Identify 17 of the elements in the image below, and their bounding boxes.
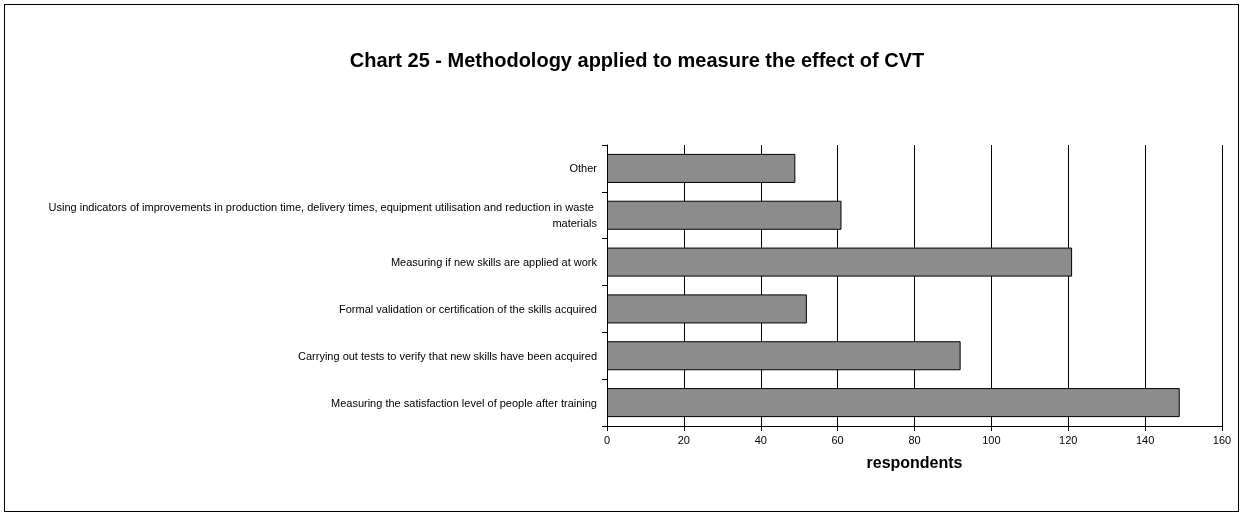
y-tick-label: Carrying out tests to verify that new skills have been acquired: [298, 349, 597, 362]
y-tick-label: Other: [569, 162, 598, 175]
x-tick-label: 140: [1135, 433, 1155, 446]
x-tick-label: 20: [677, 433, 690, 446]
x-tick-label: 160: [1212, 433, 1232, 446]
x-axis-title: respondents: [866, 453, 963, 471]
y-tick-label: Formal validation or certification of the skills acquired: [338, 302, 597, 315]
x-tick-label: 40: [754, 433, 767, 446]
x-tick-label: 60: [831, 433, 844, 446]
y-tick-label: Measuring if new skills are applied at work: [390, 256, 598, 269]
y-tick-label: Using indicators of improvements in production time, delivery times, equipment utilisation and reduction in waste materials: [48, 201, 598, 230]
x-tick-label: 0: [603, 433, 611, 446]
x-tick-label: 120: [1059, 433, 1078, 446]
x-tick-label: 80: [908, 433, 921, 446]
y-tick-label: Measuring the satisfaction level of people after training: [331, 396, 597, 409]
x-tick-label: 100: [982, 433, 1001, 446]
chart-title: Chart 25 - Methodology applied to measure the effect of CVT: [349, 49, 925, 71]
